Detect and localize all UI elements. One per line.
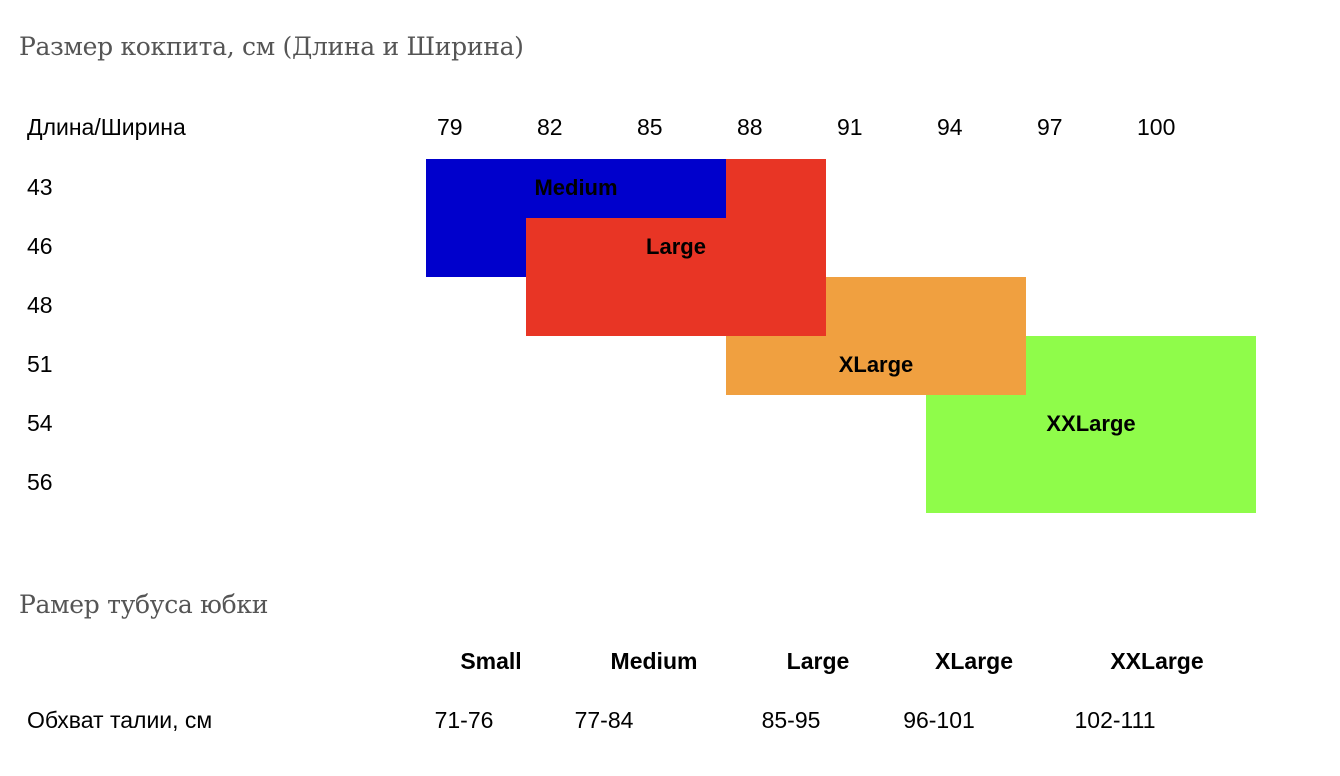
row-header: 43 xyxy=(27,174,53,200)
xxlarge-block xyxy=(926,395,1256,513)
cockpit-title: Размер кокпита, см (Длина и Ширина) xyxy=(19,32,524,61)
xlarge-label: XLarge xyxy=(838,352,914,377)
corner-label: Длина/Ширина xyxy=(27,114,186,140)
skirt-size-header: XXLarge xyxy=(1110,648,1204,674)
col-header: 91 xyxy=(837,114,863,140)
col-header: 94 xyxy=(937,114,963,140)
row-header: 48 xyxy=(27,292,53,318)
large-block xyxy=(526,218,826,336)
col-header: 97 xyxy=(1037,114,1063,140)
row-header: 51 xyxy=(27,351,53,377)
skirt-size-value: 96-101 xyxy=(903,707,975,733)
large-block-top xyxy=(726,159,826,218)
xxlarge-label: XXLarge xyxy=(1046,411,1136,436)
col-header: 79 xyxy=(437,114,463,140)
col-header: 85 xyxy=(637,114,663,140)
col-header: 100 xyxy=(1137,114,1176,140)
skirt-size-header: Medium xyxy=(610,648,698,674)
medium-label: Medium xyxy=(534,175,618,200)
skirt-size-header: XLarge xyxy=(935,648,1013,674)
large-label: Large xyxy=(646,234,706,259)
skirt-size-value: 71-76 xyxy=(434,707,494,733)
row-header: 54 xyxy=(27,410,53,436)
skirt-title: Рамер тубуса юбки xyxy=(19,590,269,619)
skirt-size-value: 77-84 xyxy=(574,707,634,733)
row-header: 46 xyxy=(27,233,53,259)
waist-label: Обхват талии, см xyxy=(27,707,213,733)
xlarge-block xyxy=(726,336,1026,395)
row-header: 56 xyxy=(27,469,53,495)
col-header: 82 xyxy=(537,114,563,140)
skirt-size-header: Large xyxy=(786,648,850,674)
xxlarge-block-top xyxy=(1026,336,1256,395)
skirt-size-value: 102-111 xyxy=(1074,707,1156,733)
skirt-size-value: 85-95 xyxy=(761,707,821,733)
xlarge-block-top xyxy=(826,277,1026,336)
col-header: 88 xyxy=(737,114,763,140)
skirt-size-header: Small xyxy=(460,648,522,674)
